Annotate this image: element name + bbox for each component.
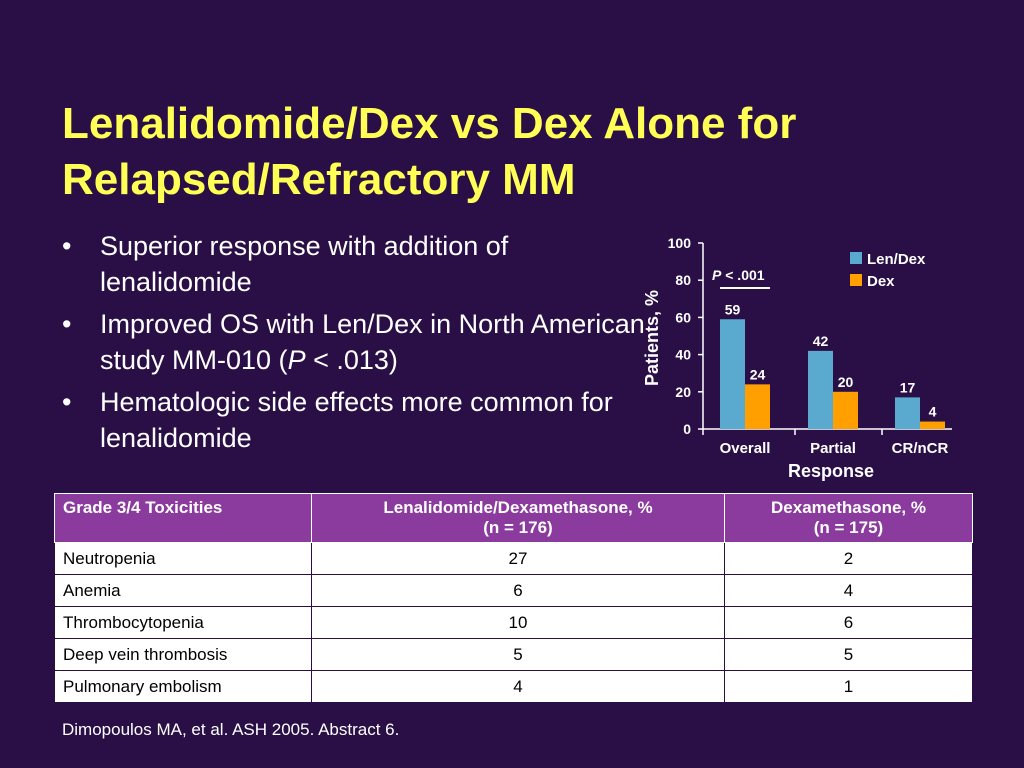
y-tick-label: 20 [675,384,691,400]
toxicity-name-cell: Deep vein thrombosis [54,638,312,671]
data-label: 20 [838,374,854,390]
p-value-symbol: P [287,345,306,375]
p-value: < .001 [721,267,764,283]
data-label: 59 [725,301,741,317]
percent-cell: 5 [724,638,973,671]
percent-cell: 4 [724,574,973,607]
toxicity-name-cell: Pulmonary embolism [54,670,312,703]
bullet-item: • Improved OS with Len/Dex in North Amer… [62,306,652,378]
data-label: 4 [929,404,937,420]
bullet-text: Hematologic side effects more common for… [100,387,613,453]
data-label: 24 [750,366,766,382]
table-row: Pulmonary embolism 4 1 [54,670,973,703]
y-tick-label: 60 [675,309,691,325]
toxicity-table: Grade 3/4 Toxicities Lenalidomide/Dexame… [54,493,973,703]
y-axis-title: Patients, % [642,290,662,386]
legend-swatch [850,252,862,264]
x-tick-label: Overall [720,440,771,457]
bullet-text: Improved OS with Len/Dex in North Americ… [100,306,652,378]
column-header: Lenalidomide/Dexamethasone, % (n = 176) [311,493,725,543]
bullet-text-part: Improved OS with Len/Dex in North Americ… [100,309,645,375]
p-value-annotation: P < .001 [712,267,765,283]
bar-dex [745,384,770,429]
bullet-text-part: < .013) [305,345,398,375]
percent-cell: 5 [311,638,725,671]
bar-dex [920,421,945,429]
table-row: Neutropenia 27 2 [54,542,973,575]
percent-cell: 10 [311,606,725,639]
table-header-row: Grade 3/4 Toxicities Lenalidomide/Dexame… [54,493,973,543]
percent-cell: 4 [311,670,725,703]
x-tick-label: Partial [810,440,856,457]
p-symbol: P [712,267,722,283]
percent-cell: 27 [311,542,725,575]
toxicity-name-cell: Thrombocytopenia [54,606,312,639]
title-line-1: Lenalidomide/Dex vs Dex Alone for [62,99,797,148]
bullet-text: Superior response with addition of lenal… [100,231,509,297]
percent-cell: 6 [311,574,725,607]
bar-len-dex [895,397,920,429]
bullet-item: • Hematologic side effects more common f… [62,384,652,456]
bar-len-dex [720,319,745,429]
table-row: Deep vein thrombosis 5 5 [54,638,973,671]
table-row: Anemia 6 4 [54,574,973,607]
column-header: Grade 3/4 Toxicities [54,493,312,543]
response-bar-chart: 0 20 40 60 80 100 59 42 17 24 20 4 Overall Partial CR/… [642,235,952,481]
y-tick-label: 80 [675,272,691,288]
legend-swatch [850,274,862,286]
legend-label: Len/Dex [867,251,926,268]
bullet-marker: • [62,387,72,417]
y-tick-label: 100 [668,235,692,251]
citation: Dimopoulos MA, et al. ASH 2005. Abstract… [62,720,400,739]
toxicity-name-cell: Anemia [54,574,312,607]
x-axis-title: Response [788,461,874,481]
percent-cell: 2 [724,542,973,575]
bullet-marker: • [62,231,72,261]
slide-title: Lenalidomide/Dex vs Dex Alone for Relaps… [62,96,962,208]
percent-cell: 1 [724,670,973,703]
column-header: Dexamethasone, % (n = 175) [724,493,973,543]
toxicity-name-cell: Neutropenia [54,542,312,575]
title-line-2: Relapsed/Refractory MM [62,155,576,204]
y-tick-label: 0 [683,421,691,437]
bar-len-dex [808,350,833,429]
bullet-marker: • [62,309,72,339]
percent-cell: 6 [724,606,973,639]
data-label: 17 [900,379,916,395]
bar-dex [833,391,858,429]
bullet-list: • Superior response with addition of len… [62,228,652,462]
x-tick-label: CR/nCR [892,440,949,457]
data-label: 42 [813,333,829,349]
table-row: Thrombocytopenia 10 6 [54,606,973,639]
y-tick-label: 40 [675,347,691,363]
legend-label: Dex [867,273,895,290]
bullet-item: • Superior response with addition of len… [62,228,652,300]
